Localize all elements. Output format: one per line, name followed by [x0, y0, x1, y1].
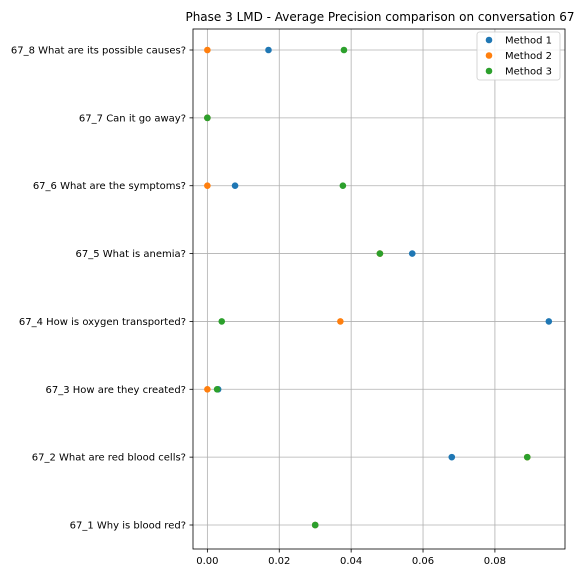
x-tick-label: 0.08	[484, 556, 506, 567]
data-point	[337, 318, 344, 325]
data-point	[213, 385, 221, 393]
x-axis: 0.00 0.02 0.04 0.06 0.08	[196, 549, 506, 567]
legend-box	[476, 31, 561, 81]
data-point	[204, 114, 211, 122]
y-tick-label: 67_7 Can it go away?	[79, 113, 186, 124]
legend-marker	[485, 36, 493, 44]
y-axis: 67_1 Why is blood red? 67_2 What are red …	[11, 46, 193, 532]
data-point	[204, 182, 211, 190]
data-point	[204, 46, 211, 54]
y-tick-label: 67_4 How is oxygen transported?	[19, 317, 186, 328]
x-tick-label: 0.00	[196, 556, 218, 567]
data-point	[218, 318, 226, 325]
data-points	[204, 46, 553, 529]
data-point	[311, 521, 319, 529]
data-point	[231, 182, 239, 190]
y-tick-label: 67_8 What are its possible causes?	[11, 46, 186, 57]
plot-area	[192, 28, 566, 550]
x-tick-label: 0.04	[340, 556, 362, 567]
legend-entry: Method 1	[505, 36, 552, 47]
y-tick-label: 67_5 What is anemia?	[76, 249, 186, 260]
data-point	[408, 250, 416, 257]
y-tick-label: 67_1 Why is blood red?	[70, 521, 186, 532]
y-tick-label: 67_2 What are red blood cells?	[32, 453, 186, 464]
y-tick-label: 67_3 How are they created?	[45, 385, 186, 396]
data-point	[523, 453, 531, 461]
data-point	[376, 250, 384, 257]
legend: Method 1 Method 2 Method 3	[476, 31, 561, 81]
legend-entry: Method 3	[505, 67, 552, 78]
grid	[193, 29, 565, 549]
y-tick-label: 67_6 What are the symptoms?	[33, 181, 186, 192]
data-point	[340, 46, 348, 54]
data-point	[448, 453, 456, 461]
legend-marker	[485, 67, 493, 75]
data-point	[204, 385, 211, 393]
data-point	[545, 318, 553, 325]
legend-marker	[485, 52, 493, 59]
chart-title: Phase 3 LMD - Average Precision comparis…	[185, 10, 574, 24]
data-point	[339, 182, 347, 190]
x-tick-label: 0.06	[412, 556, 434, 567]
legend-entry: Method 2	[505, 51, 552, 62]
data-point	[265, 46, 272, 54]
x-tick-label: 0.02	[268, 556, 290, 567]
